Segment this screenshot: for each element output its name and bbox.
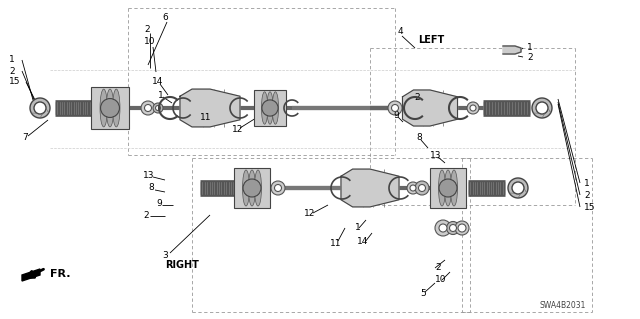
Bar <box>430 168 466 208</box>
Ellipse shape <box>106 89 114 127</box>
Polygon shape <box>22 269 40 281</box>
Text: 9: 9 <box>156 198 162 207</box>
Text: 2: 2 <box>144 26 150 34</box>
Circle shape <box>262 100 278 116</box>
Circle shape <box>34 102 46 114</box>
Ellipse shape <box>113 89 120 127</box>
Circle shape <box>243 179 261 197</box>
Ellipse shape <box>255 170 262 206</box>
Text: 2: 2 <box>414 93 420 102</box>
Ellipse shape <box>262 92 268 124</box>
Text: 11: 11 <box>330 240 342 249</box>
Text: LEFT: LEFT <box>418 35 444 45</box>
Text: 7: 7 <box>22 133 28 143</box>
Text: 8: 8 <box>148 183 154 192</box>
Polygon shape <box>503 46 521 54</box>
Text: 15: 15 <box>9 78 20 86</box>
Text: 2: 2 <box>435 263 440 272</box>
Circle shape <box>435 220 451 236</box>
Circle shape <box>407 182 419 194</box>
Circle shape <box>470 105 476 111</box>
Circle shape <box>156 106 161 110</box>
Polygon shape <box>341 169 399 207</box>
Ellipse shape <box>438 170 445 206</box>
Text: 12: 12 <box>304 210 316 219</box>
Text: 1: 1 <box>355 222 361 232</box>
Text: 15: 15 <box>584 204 595 212</box>
Circle shape <box>512 182 524 194</box>
Ellipse shape <box>272 92 278 124</box>
Text: 3: 3 <box>162 250 168 259</box>
Text: 1: 1 <box>9 56 15 64</box>
Text: 13: 13 <box>430 151 442 160</box>
Ellipse shape <box>267 92 273 124</box>
Circle shape <box>153 103 163 113</box>
Circle shape <box>536 102 548 114</box>
Text: 5: 5 <box>420 290 426 299</box>
Circle shape <box>30 98 50 118</box>
Text: 10: 10 <box>144 38 156 47</box>
Text: 13: 13 <box>143 170 154 180</box>
Text: SWA4B2031: SWA4B2031 <box>540 301 586 310</box>
Text: 11: 11 <box>200 114 211 122</box>
Text: 8: 8 <box>416 132 422 142</box>
Text: 4: 4 <box>398 27 404 36</box>
Circle shape <box>447 221 460 234</box>
Bar <box>254 90 286 126</box>
Circle shape <box>458 224 466 232</box>
Text: 14: 14 <box>152 78 163 86</box>
Circle shape <box>439 179 457 197</box>
Circle shape <box>141 101 155 115</box>
Text: 2: 2 <box>527 53 532 62</box>
Text: 6: 6 <box>162 13 168 23</box>
Text: RIGHT: RIGHT <box>165 260 199 270</box>
Circle shape <box>415 181 429 195</box>
Circle shape <box>388 101 402 115</box>
Circle shape <box>392 105 399 112</box>
Circle shape <box>410 185 416 191</box>
Polygon shape <box>180 89 240 127</box>
Text: 7: 7 <box>450 170 456 180</box>
Text: 2: 2 <box>9 66 15 76</box>
Text: FR.: FR. <box>50 269 70 279</box>
Bar <box>234 168 270 208</box>
Circle shape <box>449 225 456 232</box>
Text: 10: 10 <box>435 276 447 285</box>
Circle shape <box>271 181 285 195</box>
Circle shape <box>532 98 552 118</box>
Circle shape <box>419 184 426 191</box>
Ellipse shape <box>243 170 250 206</box>
Bar <box>91 87 129 129</box>
Circle shape <box>455 221 469 235</box>
Text: 12: 12 <box>232 125 243 135</box>
Ellipse shape <box>100 89 108 127</box>
Ellipse shape <box>248 170 255 206</box>
Text: 1: 1 <box>158 91 164 100</box>
Ellipse shape <box>445 170 451 206</box>
Circle shape <box>467 102 479 114</box>
Ellipse shape <box>451 170 458 206</box>
Circle shape <box>100 99 120 117</box>
Circle shape <box>145 105 152 112</box>
Circle shape <box>508 178 528 198</box>
Polygon shape <box>403 90 458 126</box>
Circle shape <box>439 224 447 232</box>
Text: 9: 9 <box>393 110 399 120</box>
Text: 14: 14 <box>357 236 369 246</box>
Text: 2: 2 <box>143 211 148 220</box>
Circle shape <box>275 184 282 191</box>
Text: 2: 2 <box>584 190 589 199</box>
Text: 1: 1 <box>584 179 589 188</box>
Text: 1: 1 <box>527 42 532 51</box>
